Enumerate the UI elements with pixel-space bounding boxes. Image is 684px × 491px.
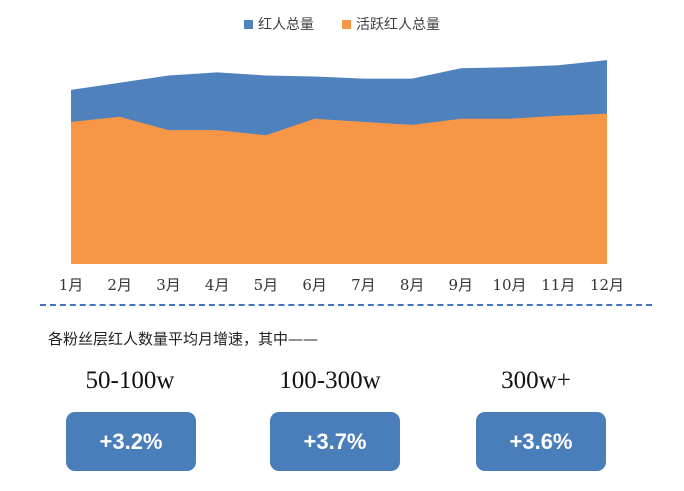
x-tick-label: 10月	[492, 276, 526, 294]
tier-label-100-300w: 100-300w	[279, 367, 381, 394]
legend-item-total: 红人总量	[244, 14, 314, 34]
growth-badge-100-300w: +3.7%	[270, 412, 400, 471]
area-active	[71, 113, 607, 264]
legend-item-active: 活跃红人总量	[342, 14, 440, 34]
x-tick-label: 4月	[205, 276, 230, 294]
x-tick-label: 2月	[107, 276, 132, 294]
x-tick-label: 9月	[449, 276, 474, 294]
tier-label-50-100w: 50-100w	[85, 367, 175, 394]
x-tick-label: 5月	[254, 276, 279, 294]
x-tick-label: 7月	[351, 276, 376, 294]
growth-badge-50-100w: +3.2%	[66, 412, 196, 471]
growth-caption: 各粉丝层红人数量平均月增速，其中——	[48, 330, 319, 348]
area-chart: 1月 2月 3月 4月 5月 6月 7月 8月 9月 10月 11月 12月	[59, 60, 624, 294]
legend-label-total: 红人总量	[258, 17, 314, 33]
legend-swatch-total	[244, 19, 253, 29]
dashed-divider	[40, 304, 652, 306]
x-tick-label: 3月	[156, 276, 181, 294]
legend-swatch-active	[342, 19, 351, 29]
tier-label-300w-plus: 300w+	[501, 367, 571, 394]
x-tick-label: 8月	[400, 276, 425, 294]
chart-legend: 红人总量 活跃红人总量	[0, 14, 684, 34]
x-tick-label: 6月	[302, 276, 327, 294]
growth-value-50-100w: +3.2%	[99, 428, 163, 454]
x-tick-label: 12月	[590, 276, 624, 294]
growth-value-300w-plus: +3.6%	[509, 428, 573, 454]
x-tick-label: 11月	[541, 276, 575, 294]
x-tick-label: 1月	[59, 276, 84, 294]
growth-value-100-300w: +3.7%	[303, 428, 367, 454]
growth-badge-300w-plus: +3.6%	[476, 412, 606, 471]
legend-label-active: 活跃红人总量	[356, 17, 440, 33]
